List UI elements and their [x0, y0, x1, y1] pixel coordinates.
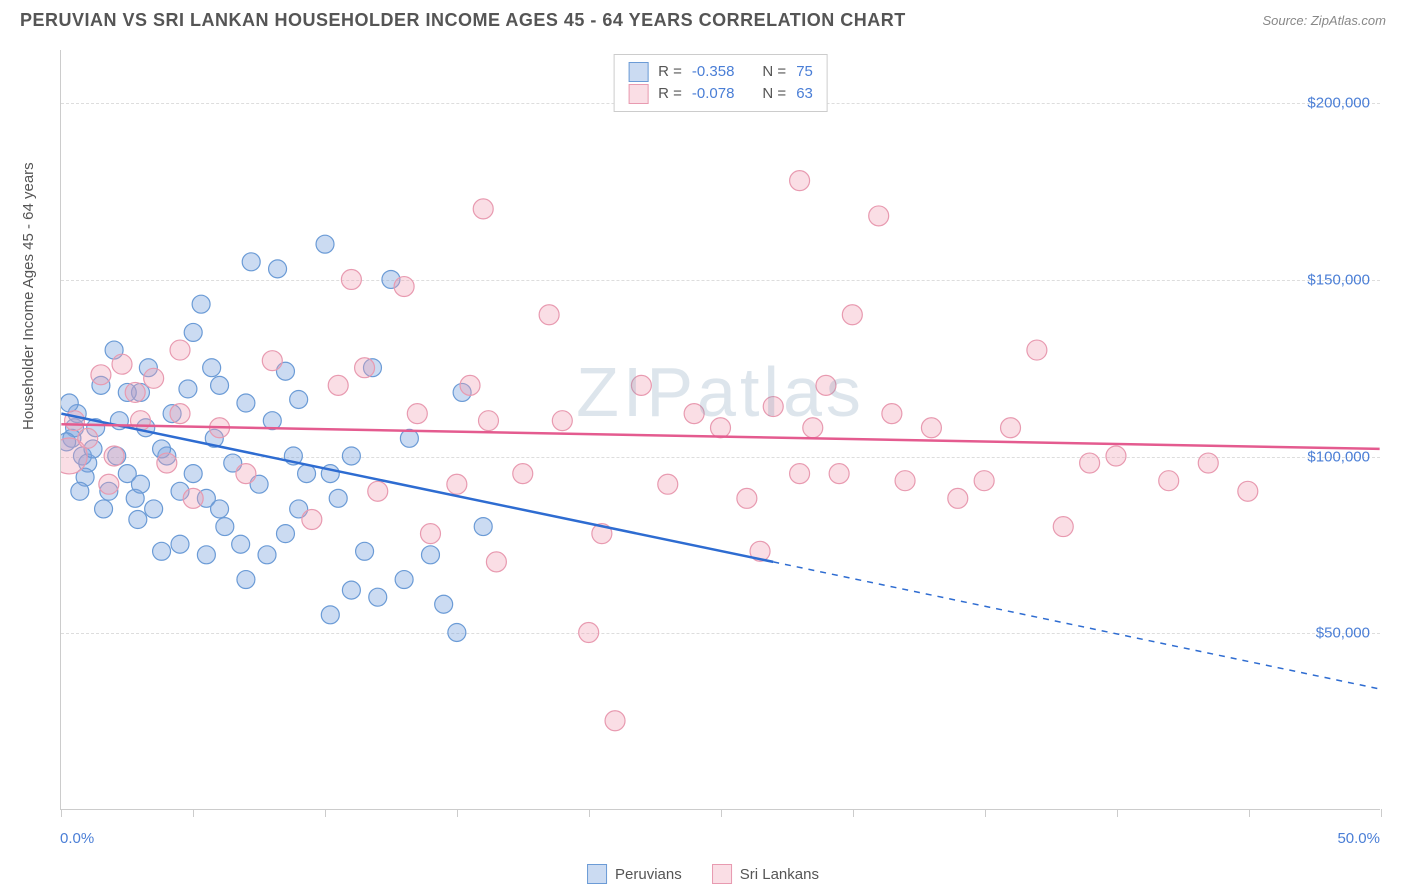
swatch-legend-2 [712, 864, 732, 884]
chart-title: PERUVIAN VS SRI LANKAN HOUSEHOLDER INCOM… [20, 10, 906, 31]
x-tick-min: 0.0% [60, 830, 94, 847]
stats-row-srilankans: R = -0.078 N = 63 [628, 83, 813, 105]
swatch-legend-1 [587, 864, 607, 884]
chart-plot-area: R = -0.358 N = 75 R = -0.078 N = 63 ZIPa… [60, 50, 1380, 810]
legend-item-srilankans: Sri Lankans [712, 864, 819, 884]
x-tick-max: 50.0% [1337, 830, 1380, 847]
scatter-plot-svg [61, 50, 1380, 809]
stats-row-peruvians: R = -0.358 N = 75 [628, 61, 813, 83]
legend-item-peruvians: Peruvians [587, 864, 682, 884]
correlation-stats-box: R = -0.358 N = 75 R = -0.078 N = 63 [613, 54, 828, 112]
chart-legend: Peruvians Sri Lankans [587, 864, 819, 884]
swatch-series-1 [628, 62, 648, 82]
y-axis-label: Householder Income Ages 45 - 64 years [20, 162, 37, 430]
swatch-series-2 [628, 84, 648, 104]
source-attribution: Source: ZipAtlas.com [1262, 13, 1386, 28]
